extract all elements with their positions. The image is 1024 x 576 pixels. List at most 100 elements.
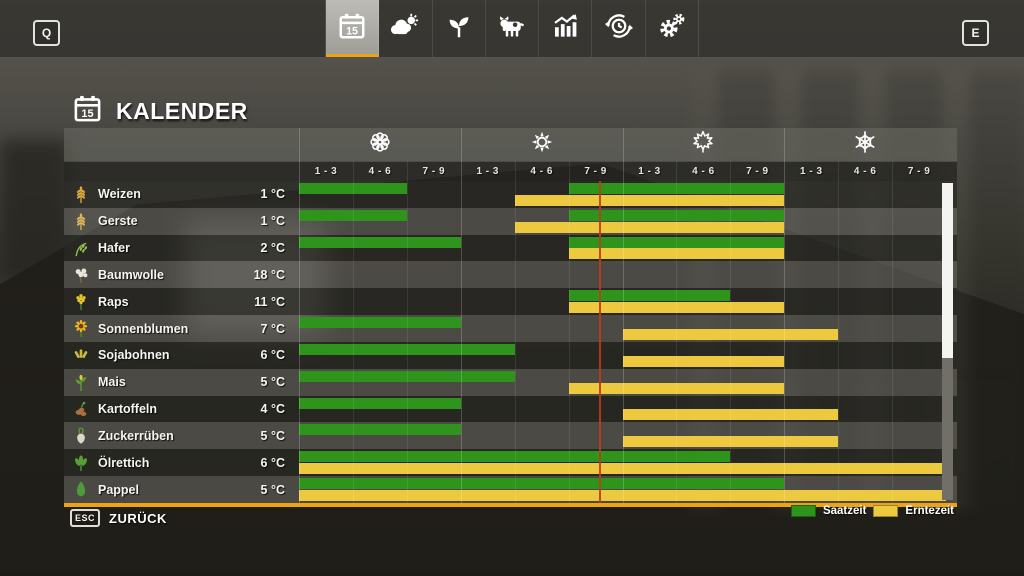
tab-cow[interactable]	[486, 0, 540, 57]
crop-min-temp: 6 °C	[260, 348, 285, 363]
legend-label: Erntezeit	[905, 505, 954, 517]
crop-name-cell: Pappel 5 °C	[64, 476, 299, 503]
sow-period-bar	[299, 478, 785, 490]
crop-row: Ölrettich 6 °C	[64, 449, 957, 477]
harvest-period-bar	[299, 463, 946, 475]
sow-period-bar	[568, 290, 731, 302]
sow-period-bar	[299, 451, 731, 463]
season-winter	[784, 128, 946, 161]
top-menu-bar: Q 15 E	[0, 0, 1024, 57]
crop-timeline	[299, 261, 946, 288]
chart-legend: Saatzeit Erntezeit	[790, 505, 954, 517]
sow-period-bar	[568, 209, 785, 221]
crop-timeline	[299, 235, 946, 262]
crop-row: Pappel 5 °C	[64, 476, 957, 503]
potato-icon	[73, 400, 91, 419]
sunflower-icon	[73, 319, 91, 338]
crop-name: Gerste	[98, 214, 138, 229]
harvest-period-bar	[514, 221, 785, 233]
current-date-line	[599, 181, 602, 503]
period-label: 7 - 9	[746, 165, 769, 177]
tab-sprout[interactable]	[433, 0, 486, 57]
crop-row: Hafer 2 °C	[64, 234, 957, 262]
sow-period-bar	[299, 370, 515, 382]
crop-min-temp: 6 °C	[260, 455, 285, 470]
sow-period-bar	[299, 424, 461, 436]
crop-min-temp: 5 °C	[260, 428, 285, 443]
crop-name: Kartoffeln	[98, 402, 158, 417]
period-label: 1 - 3	[314, 165, 338, 177]
barley-icon	[73, 212, 91, 231]
crop-name-cell: Sojabohnen 6 °C	[64, 342, 299, 369]
crop-row: Baumwolle 18 °C	[64, 261, 957, 289]
period-label: 7 - 9	[422, 165, 446, 177]
crop-timeline	[299, 208, 946, 235]
crop-name: Ölrettich	[98, 455, 150, 470]
crop-name: Weizen	[98, 187, 141, 202]
period-label: 4 - 6	[692, 165, 715, 177]
period-label: 4 - 6	[368, 165, 392, 177]
key-hint-e[interactable]: E	[962, 20, 989, 46]
harvest-period-bar	[568, 382, 785, 394]
crop-min-temp: 5 °C	[260, 482, 285, 497]
crop-name: Zuckerrüben	[98, 428, 174, 443]
key-hint-esc[interactable]: ESC	[70, 509, 101, 527]
sow-period-bar	[299, 236, 461, 248]
crop-row: Kartoffeln 4 °C	[64, 395, 957, 423]
crop-timeline	[299, 288, 946, 315]
cotton-icon	[73, 265, 91, 284]
crop-name: Mais	[98, 375, 126, 390]
crop-name: Hafer	[98, 241, 130, 256]
harvest-period-bar	[299, 489, 946, 501]
sow-period-bar	[299, 183, 407, 194]
period-label: 1 - 3	[638, 165, 661, 177]
harvest-period-bar	[622, 436, 839, 448]
tab-cycle-clock[interactable]	[592, 0, 646, 57]
sow-period-bar	[299, 209, 407, 221]
period-labels-background	[64, 161, 957, 181]
crop-min-temp: 2 °C	[260, 241, 285, 256]
crop-timeline	[299, 315, 946, 342]
crop-row: Weizen 1 °C	[64, 181, 957, 208]
weather-icon	[390, 11, 420, 46]
harvest-period-bar	[622, 328, 839, 340]
crop-name-cell: Gerste 1 °C	[64, 208, 299, 235]
scrollbar-track[interactable]	[942, 183, 953, 500]
tab-stats[interactable]	[539, 0, 593, 57]
crop-row: Gerste 1 °C	[64, 207, 957, 235]
tab-calendar[interactable]: 15	[326, 0, 380, 57]
crop-min-temp: 1 °C	[260, 187, 285, 202]
cycle-clock-icon	[604, 11, 634, 46]
period-label: 4 - 6	[530, 165, 553, 177]
sugarbeet-icon	[73, 426, 91, 445]
period-label: 7 - 9	[584, 165, 607, 177]
crop-row: Sojabohnen 6 °C	[64, 341, 957, 369]
oilseed-radish-icon	[73, 453, 91, 472]
crop-row: Mais 5 °C	[64, 368, 957, 396]
tab-settings-gears[interactable]	[646, 0, 698, 57]
period-labels: 1 - 3 4 - 6 7 - 9 1 - 3 4 - 6 7 - 9 1 - 3 4 - 6…	[299, 161, 946, 181]
calendar-icon: 15	[72, 93, 103, 129]
sprout-icon	[444, 11, 474, 46]
crop-timeline	[299, 369, 946, 396]
crop-timeline	[299, 342, 946, 369]
page-title-row: 15 KALENDER	[72, 93, 248, 129]
crop-min-temp: 7 °C	[260, 321, 285, 336]
crop-timeline	[299, 449, 946, 476]
period-label: 1 - 3	[800, 165, 823, 177]
crop-timeline	[299, 396, 946, 423]
crop-name-cell: Mais 5 °C	[64, 369, 299, 396]
seasons-header-background	[64, 128, 957, 161]
tab-weather[interactable]	[379, 0, 433, 57]
key-hint-q[interactable]: Q	[33, 20, 60, 46]
crop-name: Pappel	[98, 482, 139, 497]
settings-gears-icon	[657, 11, 687, 46]
back-control[interactable]: ESC ZURÜCK	[70, 509, 167, 527]
crop-name-cell: Kartoffeln 4 °C	[64, 396, 299, 423]
sow-period-bar	[299, 397, 461, 409]
crop-name-cell: Weizen 1 °C	[64, 181, 299, 208]
scrollbar-thumb[interactable]	[942, 183, 953, 358]
crop-name-cell: Baumwolle 18 °C	[64, 261, 299, 288]
cow-icon	[497, 11, 527, 46]
